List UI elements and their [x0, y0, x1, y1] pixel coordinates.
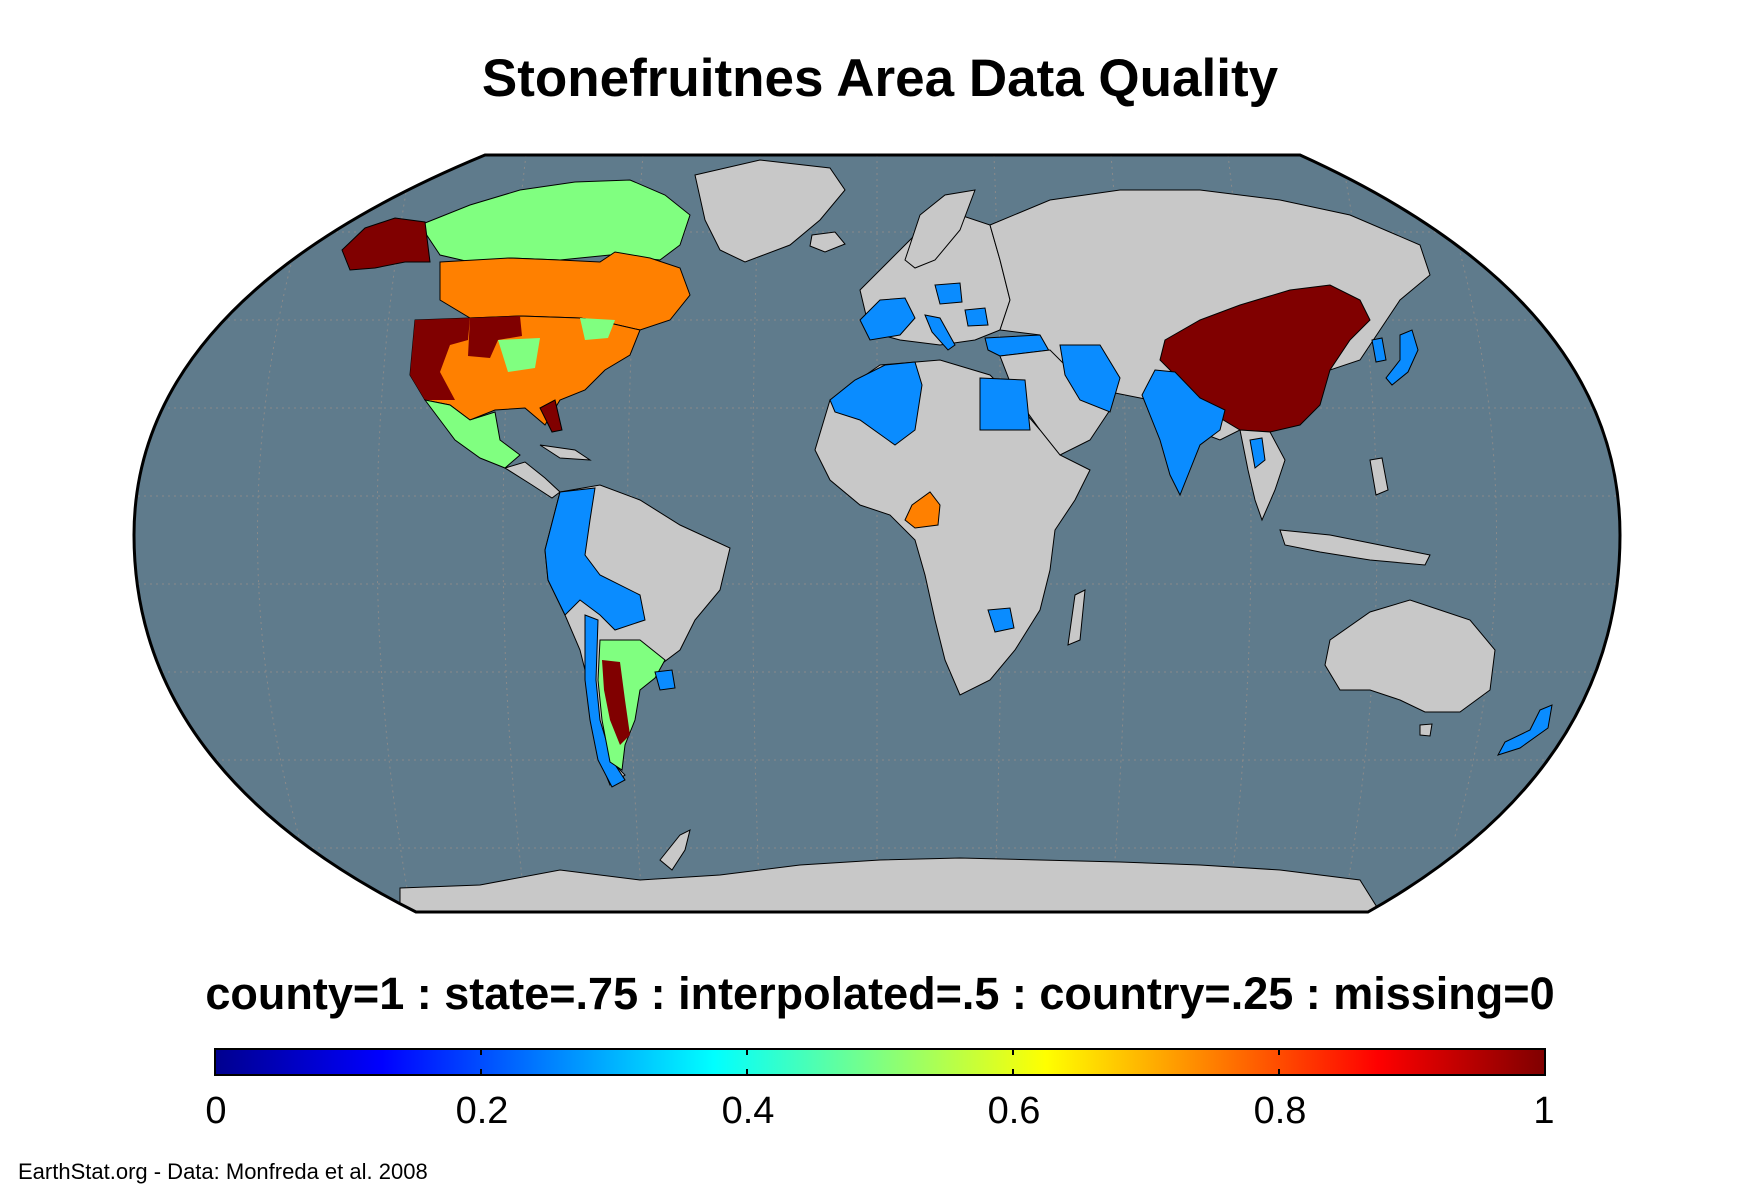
alaska [341, 217, 431, 271]
antarctic-peninsula [659, 829, 691, 871]
colorbar-tick-label: 0.8 [1253, 1090, 1307, 1132]
colorbar-tick-label: 0.6 [987, 1090, 1041, 1132]
romania [964, 307, 989, 327]
philippines [1369, 457, 1389, 496]
map-title: Stonefruitnes Area Data Quality [481, 49, 1279, 108]
tasmania [1419, 723, 1433, 737]
colorbar-tick-label: 0.2 [455, 1090, 509, 1132]
colorbar-tick-label: 0 [205, 1090, 227, 1132]
andes-countries [544, 487, 646, 631]
credit-text: EarthStat.org - Data: Monfreda et al. 20… [18, 1159, 428, 1184]
iceland [809, 231, 846, 253]
globe-outline [132, 153, 1622, 914]
indonesia [1279, 529, 1431, 566]
colorbar-tick [1012, 1048, 1014, 1076]
usa-green-patch [498, 338, 540, 372]
italy [924, 314, 956, 351]
maghreb [829, 361, 923, 446]
iran [1059, 344, 1121, 413]
argentina-county [602, 660, 630, 745]
colorbar-tick [1544, 1048, 1546, 1076]
korea [1371, 337, 1387, 363]
colorbar-tick [746, 1048, 748, 1076]
usa-county-central [468, 316, 522, 358]
greenland [694, 159, 846, 263]
colorbar-tick [480, 1048, 482, 1076]
scandinavia [904, 189, 976, 269]
antarctica [399, 857, 1381, 912]
poland [934, 282, 963, 305]
india [1141, 369, 1226, 497]
madagascar [1067, 589, 1086, 646]
japan [1385, 329, 1419, 386]
cuba [539, 444, 592, 461]
florida [539, 399, 563, 433]
usa-green-ne [580, 318, 615, 340]
new-zealand [1496, 704, 1553, 756]
colorbar-tick [1278, 1048, 1280, 1076]
usa-county-west [410, 318, 470, 400]
colorbar-tick [214, 1048, 216, 1076]
cameroon [904, 491, 941, 529]
uruguay [654, 669, 676, 691]
colorbar-tick-label: 0.4 [721, 1090, 775, 1132]
southeast-asia [1239, 429, 1286, 522]
australia [1324, 599, 1496, 713]
zimbabwe [987, 607, 1015, 633]
legend-description: county=1 : state=.75 : interpolated=.5 :… [205, 968, 1555, 1019]
chile [584, 614, 626, 788]
mexico [423, 399, 521, 469]
thailand [1249, 437, 1266, 469]
colorbar-tick-label: 1 [1533, 1090, 1555, 1132]
egypt [979, 377, 1031, 431]
spain-france [859, 297, 916, 341]
colorbar [214, 1048, 1546, 1076]
